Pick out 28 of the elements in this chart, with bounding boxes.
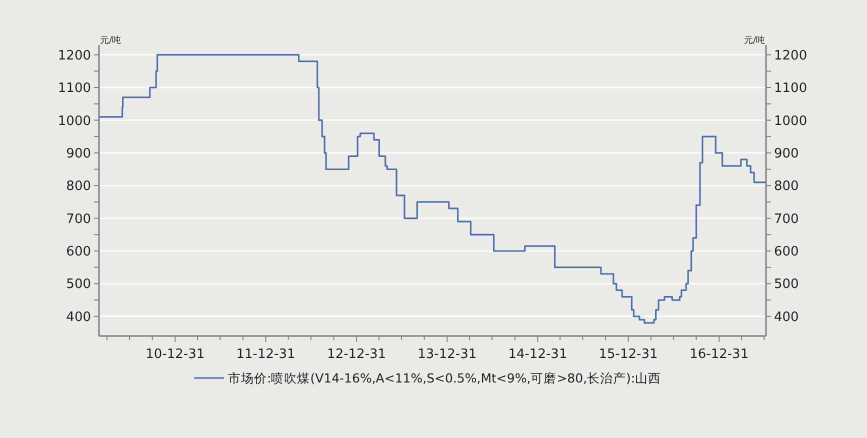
y-tick-label: 700 [66, 212, 91, 227]
y2-tick-label: 500 [774, 277, 799, 292]
y2-axis-title: 元/吨 [744, 35, 765, 46]
x-tick-label: 13-12-31 [418, 347, 477, 362]
y-tick-label: 1000 [58, 114, 91, 129]
x-tick-label: 10-12-31 [146, 347, 205, 362]
y-tick-label: 1100 [58, 81, 91, 96]
x-tick-label: 15-12-31 [598, 347, 658, 362]
y2-tick-label: 400 [774, 310, 799, 325]
x-tick-label: 11-12-31 [236, 347, 296, 362]
y2-tick-label: 1000 [774, 114, 808, 129]
y-tick-label: 400 [66, 310, 91, 325]
x-tick-label: 14-12-31 [508, 347, 568, 362]
legend-label: 市场价:喷吹煤(V14-16%,A<11%,S<0.5%,Mt<9%,可磨>80,长治产):山西 [228, 370, 662, 386]
y2-tick-label: 1100 [774, 81, 808, 96]
x-tick-label: 12-12-31 [327, 347, 386, 362]
y2-tick-label: 1200 [774, 48, 808, 64]
y-tick-label: 500 [66, 277, 91, 292]
x-tick-label: 16-12-31 [690, 347, 749, 362]
y2-tick-label: 800 [774, 179, 799, 194]
y2-tick-label: 900 [774, 146, 799, 162]
y-tick-label: 600 [66, 244, 91, 260]
y-tick-label: 900 [66, 146, 91, 162]
y-tick-label: 1200 [58, 48, 91, 64]
y2-tick-label: 700 [774, 212, 799, 227]
y-tick-label: 800 [66, 179, 91, 194]
y-axis-title: 元/吨 [100, 35, 122, 46]
y2-tick-label: 600 [774, 244, 799, 260]
